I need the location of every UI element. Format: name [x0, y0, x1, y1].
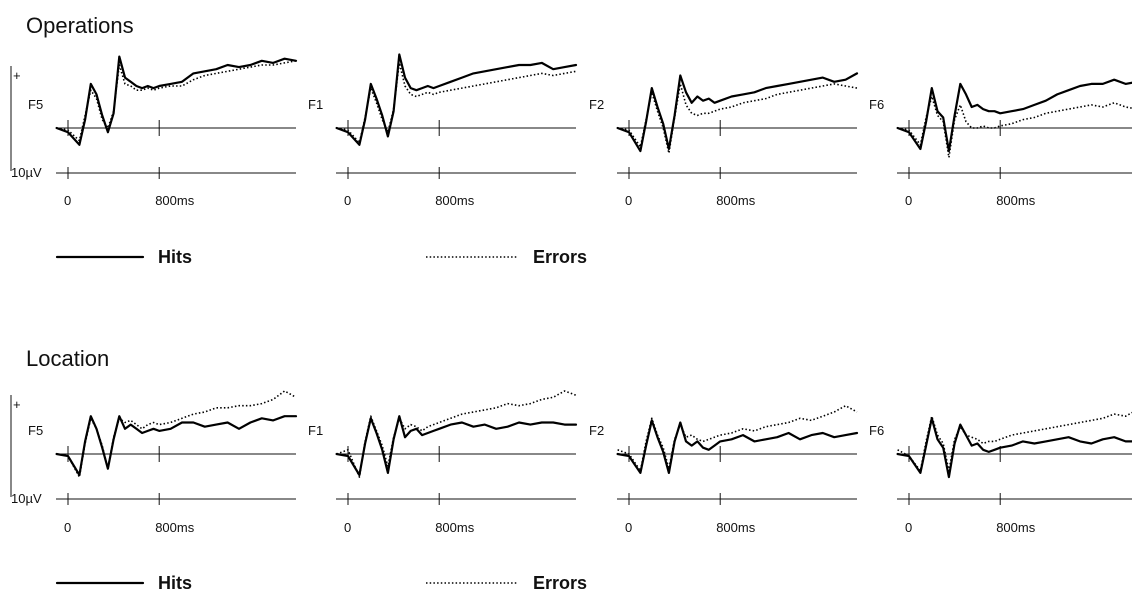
- time-tick-label: 800ms: [716, 193, 756, 208]
- electrode-label: F6: [869, 97, 884, 112]
- time-tick-label: 0: [625, 193, 632, 208]
- waveform-errors: [336, 390, 577, 478]
- waveform-hits: [55, 55, 298, 146]
- electrode-label: F5: [28, 97, 43, 112]
- waveform-hits: [55, 415, 298, 477]
- legend-errors-label: Errors: [533, 573, 587, 593]
- waveform-errors: [56, 60, 297, 142]
- time-tick-label: 0: [64, 520, 71, 535]
- waveform-errors: [56, 390, 297, 478]
- electrode-label: F6: [869, 423, 884, 438]
- time-tick-label: 0: [905, 520, 912, 535]
- electrode-label: F5: [28, 423, 43, 438]
- panel-f2: F2 0 800ms: [589, 72, 859, 208]
- positive-polarity-label: +: [13, 397, 21, 412]
- electrode-label: F1: [308, 97, 323, 112]
- panel-f1: F1 0 800ms: [308, 53, 578, 208]
- time-tick-label: 0: [64, 193, 71, 208]
- legend: Hits Errors: [55, 573, 587, 593]
- time-tick-label: 0: [905, 193, 912, 208]
- legend: Hits Errors: [55, 247, 587, 267]
- panel-f2: F2 0 800ms: [589, 404, 859, 535]
- positive-polarity-label: +: [13, 68, 21, 83]
- time-tick-label: 800ms: [996, 520, 1036, 535]
- time-tick-label: 800ms: [435, 520, 475, 535]
- time-tick-label: 0: [344, 520, 351, 535]
- panel-f5: F5 0 800ms: [28, 390, 298, 535]
- amplitude-scale-label: 10µV: [11, 165, 42, 180]
- waveform-hits: [616, 419, 859, 474]
- time-tick-label: 800ms: [155, 520, 195, 535]
- waveform-errors: [897, 411, 1132, 472]
- waveform-hits: [335, 53, 578, 146]
- amplitude-scale-label: 10µV: [11, 491, 42, 506]
- panel-f6: F6 0 800ms: [869, 411, 1132, 535]
- section-title: Location: [26, 346, 109, 371]
- waveform-hits: [896, 78, 1132, 153]
- section-location: Location +10µV F5 0 800ms F1 0 800ms F2 0 800ms F6 0…: [10, 346, 1132, 593]
- waveform-hits: [896, 417, 1132, 479]
- legend-hits-label: Hits: [158, 247, 192, 267]
- waveform-errors: [617, 404, 858, 472]
- time-tick-label: 800ms: [716, 520, 756, 535]
- time-tick-label: 800ms: [155, 193, 195, 208]
- time-tick-label: 0: [344, 193, 351, 208]
- waveform-errors: [617, 83, 858, 154]
- section-title: Operations: [26, 13, 134, 38]
- electrode-label: F2: [589, 423, 604, 438]
- waveform-errors: [336, 62, 577, 144]
- waveform-hits: [335, 415, 578, 477]
- electrode-label: F2: [589, 97, 604, 112]
- time-tick-label: 0: [625, 520, 632, 535]
- waveform-hits: [616, 72, 859, 153]
- legend-errors-label: Errors: [533, 247, 587, 267]
- panel-f5: F5 0 800ms: [28, 55, 298, 208]
- legend-hits-label: Hits: [158, 573, 192, 593]
- panel-f1: F1 0 800ms: [308, 390, 578, 535]
- electrode-label: F1: [308, 423, 323, 438]
- waveform-errors: [897, 95, 1132, 159]
- panel-f6: F6 0 800ms: [869, 78, 1132, 208]
- time-tick-label: 800ms: [435, 193, 475, 208]
- time-tick-label: 800ms: [996, 193, 1036, 208]
